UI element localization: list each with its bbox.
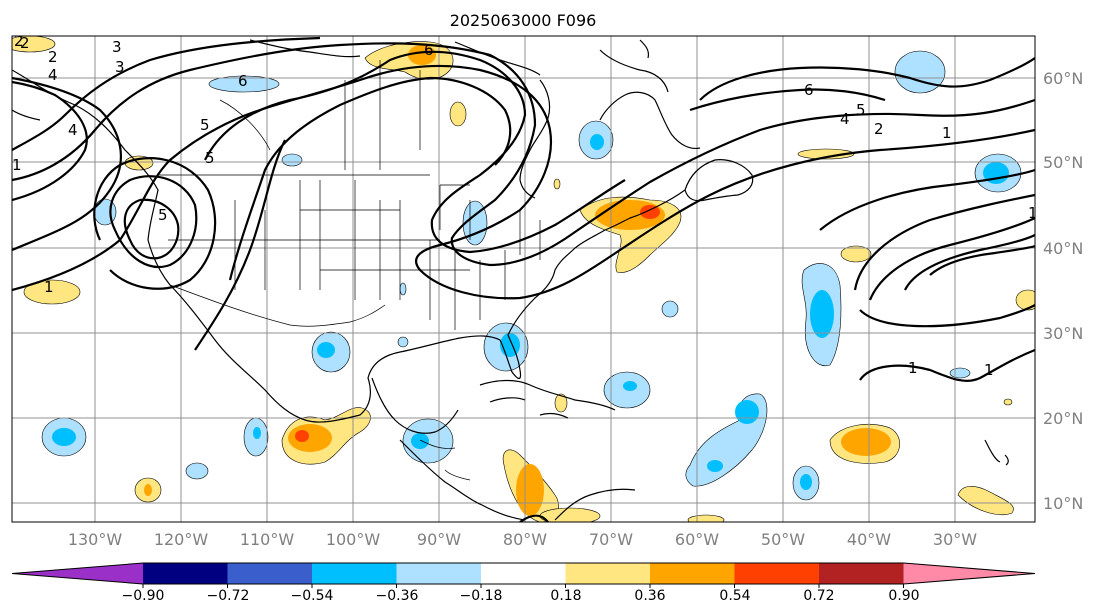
colorbar-tick-label: 0.90 [888, 588, 919, 604]
lon-label: 40°W [847, 530, 891, 549]
colorbar-tick-labels: −0.90 −0.72 −0.54 −0.36 −0.18 0.18 0.36 … [122, 588, 920, 604]
contour-label: 1 [942, 124, 952, 142]
lat-label: 50°N [1043, 153, 1083, 172]
contour-label: 4 [48, 66, 58, 84]
lon-label: 100°W [326, 530, 381, 549]
contour-label: 1 [908, 359, 918, 377]
colorbar-tick-label: −0.54 [291, 588, 334, 604]
colorbar-segment [143, 563, 228, 584]
longitude-labels: 130°W 120°W 110°W 100°W 90°W 80°W 70°W 6… [68, 530, 977, 549]
lat-label: 30°N [1043, 324, 1083, 343]
colorbar-segment [819, 563, 904, 584]
lat-label: 40°N [1043, 239, 1083, 258]
contour-label: 5 [856, 101, 866, 119]
colorbar-tick-label: −0.36 [376, 588, 419, 604]
contour-label: 2 [20, 34, 30, 52]
lon-label: 30°W [933, 530, 977, 549]
contour-label: 6 [804, 81, 814, 99]
lon-label: 80°W [503, 530, 547, 549]
contour-label: 3 [112, 38, 122, 56]
contour-label: 2 [14, 32, 24, 50]
lon-label: 120°W [154, 530, 209, 549]
colorbar-segment [650, 563, 735, 584]
lon-label: 60°W [675, 530, 719, 549]
colorbar-extend-min [12, 563, 143, 584]
colorbar-tick-label: −0.72 [207, 588, 250, 604]
political-borders [158, 60, 541, 481]
colorbar-segment [565, 563, 651, 584]
latitude-labels: 60°N 50°N 40°N 30°N 20°N 10°N [1043, 69, 1083, 513]
lon-label: 50°W [761, 530, 805, 549]
colorbar-segment [227, 563, 313, 584]
contour-label: 1 [44, 278, 54, 296]
lat-label: 20°N [1043, 409, 1083, 428]
colorbar-tick-label: −0.90 [122, 588, 165, 604]
colorbar-tick-label: 0.18 [550, 588, 581, 604]
contour-label: 6 [238, 72, 248, 90]
colorbar-tick-label: −0.18 [460, 588, 503, 604]
contour-label: 1 [1028, 204, 1038, 222]
colorbar [11, 562, 1036, 588]
colorbar-tick-label: 0.54 [719, 588, 750, 604]
colorbar-segment [734, 563, 820, 584]
lon-label: 70°W [589, 530, 633, 549]
map-frame [11, 35, 1036, 523]
map-area: 2 3 4 5 5 6 2 1 6 6 4 5 2 1 1 1 1 1 2 3 … [12, 32, 1038, 522]
contour-label: 5 [205, 149, 215, 167]
contour-label: 4 [68, 121, 78, 139]
colorbar-segment [312, 563, 397, 584]
contour-label: 2 [48, 48, 58, 66]
lon-label: 110°W [240, 530, 295, 549]
contour-label: 1 [984, 361, 994, 379]
colorbar-segment [396, 563, 482, 584]
contour-label: 5 [158, 206, 168, 224]
contour-label: 3 [115, 58, 125, 76]
lon-label: 90°W [417, 530, 461, 549]
lat-label: 10°N [1043, 494, 1083, 513]
lat-label: 60°N [1043, 69, 1083, 88]
colorbar-segment [481, 563, 566, 584]
contour-label: 4 [840, 110, 850, 128]
colorbar-extend-max [903, 563, 1035, 584]
lon-label: 130°W [68, 530, 123, 549]
colorbar-tick-label: 0.72 [803, 588, 834, 604]
map-title: 2025063000 F096 [450, 11, 597, 30]
contour-label: 1 [12, 156, 22, 174]
contour-lines [12, 36, 1035, 522]
colorbar-tick-label: 0.36 [634, 588, 665, 604]
contour-label-group: 2 3 4 5 5 6 2 1 6 6 4 5 2 1 1 1 1 1 2 3 … [12, 32, 1038, 379]
contour-label: 5 [200, 116, 210, 134]
contour-label: 2 [874, 120, 884, 138]
contour-label: 6 [424, 41, 434, 59]
